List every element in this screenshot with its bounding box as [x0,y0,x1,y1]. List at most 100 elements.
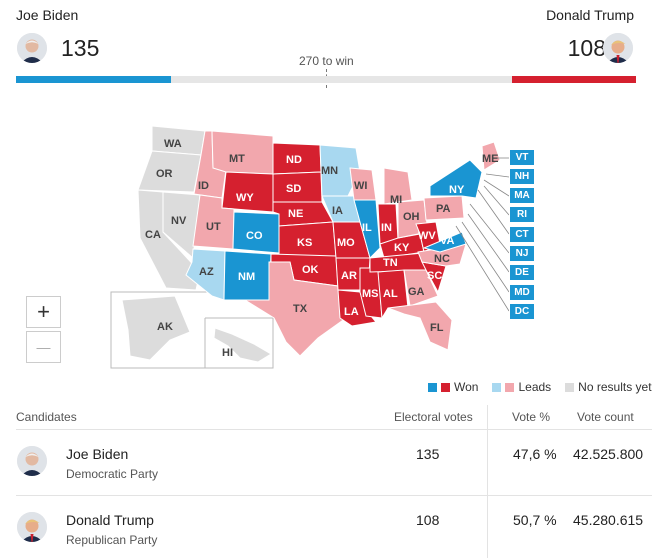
state-label-tn: TN [383,257,398,269]
biden-progress-fill [16,76,171,83]
biden-row-avatar [17,446,47,476]
state-label-oh: OH [403,211,420,223]
state-label-hi: HI [222,347,233,359]
state-ga[interactable] [403,269,439,307]
row-vote-pct: 50,7 % [513,512,557,528]
ne-box-dc[interactable]: DC [509,303,535,320]
biden-portrait-icon [17,33,47,63]
state-label-wv: WV [418,230,436,242]
state-label-tx: TX [293,303,308,315]
state-label-il: IL [362,222,372,234]
zoom-out-button[interactable]: — [26,331,61,363]
state-label-ar: AR [341,270,357,282]
legend-won-label: Won [454,380,479,394]
ne-box-nj[interactable]: NJ [509,245,535,262]
state-label-pa: PA [436,203,451,215]
state-labels: WA OR CA NV ID MT WY UT AZ CO NM ND SD N… [145,138,499,359]
state-label-ms: MS [362,288,379,300]
state-label-va: VA [440,235,455,247]
legend-dem-won-swatch [428,382,437,392]
row-vote-pct: 47,6 % [513,446,557,462]
state-label-fl: FL [430,322,444,334]
state-ut[interactable] [192,194,235,250]
row-electoral-votes: 135 [416,446,440,462]
state-ny[interactable] [429,159,483,199]
legend-rep-leads-swatch [505,382,515,392]
state-label-nc: NC [434,253,450,265]
us-election-map[interactable]: WA OR CA NV ID MT WY UT AZ CO NM ND SD N… [0,100,652,380]
ne-box-nh[interactable]: NH [509,168,535,185]
header-vote-pct: Vote % [512,410,551,424]
row-vote-count: 42.525.800 [573,446,644,462]
trump-row-avatar [17,512,47,542]
state-label-ga: GA [408,286,425,298]
state-label-co: CO [246,230,263,242]
state-label-mo: MO [337,237,355,249]
legend: Won Leads No results yet [428,380,652,394]
row-party-name: Democratic Party [66,467,159,481]
state-label-ne: NE [288,208,303,220]
table-header-divider [16,429,652,430]
trump-progress-fill [512,76,636,83]
ne-box-ma[interactable]: MA [509,187,535,204]
state-mi[interactable] [383,167,413,205]
state-ak[interactable] [121,295,191,361]
legend-rep-won-swatch [441,382,450,392]
state-label-ia: IA [332,205,343,217]
state-label-ca: CA [145,229,161,241]
header-electoral-votes: Electoral votes [394,410,473,424]
trump-portrait-icon [17,512,47,542]
state-tx[interactable] [243,261,351,357]
ne-box-md[interactable]: MD [509,284,535,301]
state-label-mn: MN [321,165,338,177]
ne-box-ri[interactable]: RI [509,206,535,223]
state-label-or: OR [156,168,173,180]
legend-leads-label: Leads [518,380,552,394]
state-label-sc: SC [427,270,442,282]
state-fl[interactable] [387,301,453,351]
state-il[interactable] [353,199,381,259]
state-label-wa: WA [164,138,182,150]
legend-no-results-label: No results yet [578,380,652,394]
trump-avatar [603,33,633,63]
state-label-az: AZ [199,266,214,278]
state-label-ks: KS [297,237,312,249]
state-label-ny: NY [449,184,465,196]
ne-box-vt[interactable]: VT [509,149,535,166]
state-me[interactable] [481,141,501,171]
table-column-divider [487,405,488,558]
state-label-ut: UT [206,221,221,233]
row-party-name: Republican Party [66,533,158,547]
trump-portrait-icon [603,33,633,63]
legend-no-results-swatch [565,382,575,392]
state-pa[interactable] [423,195,465,221]
left-candidate-name: Joe Biden [16,7,79,23]
alaska-hawaii-inset [110,291,274,369]
northeast-connector-lines [455,157,510,312]
state-label-la: LA [344,306,359,318]
state-hi[interactable] [213,327,272,363]
electoral-progress-bar [16,76,636,83]
state-label-wy: WY [236,192,254,204]
state-va[interactable] [422,231,467,253]
row-electoral-votes: 108 [416,512,440,528]
state-label-mi: MI [390,194,402,206]
state-label-me: ME [482,153,499,165]
state-label-ok: OK [302,264,319,276]
right-candidate-name: Donald Trump [546,7,634,23]
state-label-nv: NV [171,215,187,227]
state-label-sd: SD [286,183,301,195]
state-label-wi: WI [354,180,367,192]
ne-box-ct[interactable]: CT [509,226,535,243]
trump-electoral-count: 108 [567,35,606,61]
zoom-in-button[interactable]: + [26,296,61,328]
state-label-ky: KY [394,242,410,254]
state-label-id: ID [198,180,209,192]
state-label-nm: NM [238,271,255,283]
row-candidate-name: Donald Trump [66,512,154,528]
ne-box-de[interactable]: DE [509,264,535,281]
header-vote-count: Vote count [577,410,634,424]
biden-electoral-count: 135 [61,35,100,61]
threshold-label: 270 to win [299,54,354,68]
state-label-ak: AK [157,321,173,333]
